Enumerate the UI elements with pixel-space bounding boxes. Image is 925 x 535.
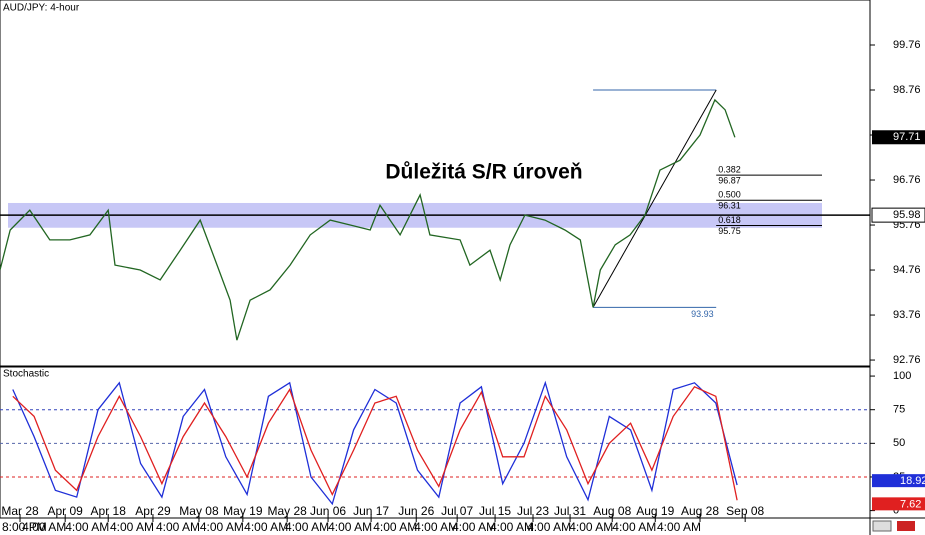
fib-trend — [592, 89, 717, 308]
stoch-label-bg — [872, 474, 925, 488]
x-tick-label: Apr 29 — [135, 504, 171, 518]
x-time-label: 4:00 AM — [612, 520, 656, 534]
sr-label: 95.98 — [893, 209, 921, 221]
y-tick-label: 96.76 — [893, 174, 921, 186]
y-tick-label: 100 — [893, 370, 911, 382]
x-time-label: 4:00 AM — [22, 520, 66, 534]
x-time-label: 4:00 AM — [414, 520, 458, 534]
last-price-bg — [872, 130, 925, 145]
x-time-label: 4:00 AM — [569, 520, 613, 534]
x-tick-label: Sep 08 — [726, 504, 764, 518]
x-tick-label: May 19 — [223, 504, 263, 518]
x-tick-label: Jul 23 — [517, 504, 549, 518]
x-time-label: 4:00 AM — [200, 520, 244, 534]
y-tick-label: 93.76 — [893, 309, 921, 321]
x-tick-label: Jul 31 — [554, 504, 586, 518]
fib-price: 95.75 — [718, 226, 741, 236]
x-tick-label: Aug 08 — [593, 504, 631, 518]
annotation: Důležitá S/R úroveň — [385, 161, 582, 184]
price-line — [0, 98, 736, 341]
x-tick-label: Apr 09 — [48, 504, 84, 518]
y-tick-label: 75 — [893, 404, 905, 416]
x-time-label: 4:00 AM — [373, 520, 417, 534]
stoch-line — [12, 385, 738, 501]
x-time-label: 4:00 AM — [657, 520, 701, 534]
x-time-label: 4:00 AM — [490, 520, 534, 534]
y-tick-label: 50 — [893, 437, 905, 449]
scroll-icon[interactable] — [872, 520, 892, 532]
x-time-label: 4:00 AM — [110, 520, 154, 534]
x-time-label: 4:00 AM — [328, 520, 372, 534]
y-tick-label: 0 — [893, 505, 899, 517]
x-tick-label: Aug 28 — [681, 504, 719, 518]
stoch-label-bg — [872, 497, 925, 511]
x-tick-label: May 08 — [179, 504, 219, 518]
price-pane — [0, 0, 871, 367]
stoch-line — [12, 380, 738, 506]
end-icon[interactable] — [897, 521, 915, 531]
x-tick-label: Apr 18 — [91, 504, 127, 518]
x-time-label: 4:00 AM — [527, 520, 571, 534]
x-time-label: 4:00 AM — [244, 520, 288, 534]
x-time-label: 8:00 PM — [2, 520, 47, 534]
sr-label-bg — [871, 207, 925, 223]
y-tick-label: 99.76 — [893, 39, 921, 51]
x-time-label: 4:00 AM — [452, 520, 496, 534]
x-time-label: 4:00 AM — [65, 520, 109, 534]
x-tick-label: Jul 07 — [441, 504, 473, 518]
y-tick-label: 98.76 — [893, 84, 921, 96]
x-tick-label: Jun 17 — [353, 504, 389, 518]
fib-ratio: 0.618 — [718, 215, 741, 225]
x-tick-label: Jul 15 — [479, 504, 511, 518]
fib-ratio: 0.382 — [718, 164, 741, 174]
x-tick-label: Mar 28 — [1, 504, 39, 518]
title-bg — [1, 1, 85, 15]
stoch-title: Stochastic — [3, 369, 49, 380]
fib-price: 96.31 — [718, 201, 741, 211]
y-tick-label: 92.76 — [893, 354, 921, 366]
x-time-label: 4:00 AM — [285, 520, 329, 534]
x-tick-label: Aug 19 — [636, 504, 674, 518]
y-tick-label: 94.76 — [893, 264, 921, 276]
stoch-label: 18.92 — [900, 475, 925, 487]
fib-ratio: 0.500 — [718, 190, 741, 200]
fib-price: 96.87 — [718, 175, 741, 185]
x-tick-label: Jun 06 — [310, 504, 346, 518]
stoch-label: 7.62 — [900, 498, 921, 510]
fib-low-label: 93.93 — [691, 309, 714, 319]
x-time-label: 4:00 AM — [156, 520, 200, 534]
chart-title: AUD/JPY: 4-hour — [3, 3, 80, 14]
x-tick-label: Jun 26 — [398, 504, 434, 518]
x-tick-label: May 28 — [267, 504, 307, 518]
last-price: 97.71 — [893, 131, 921, 143]
stoch-pane — [0, 366, 871, 519]
